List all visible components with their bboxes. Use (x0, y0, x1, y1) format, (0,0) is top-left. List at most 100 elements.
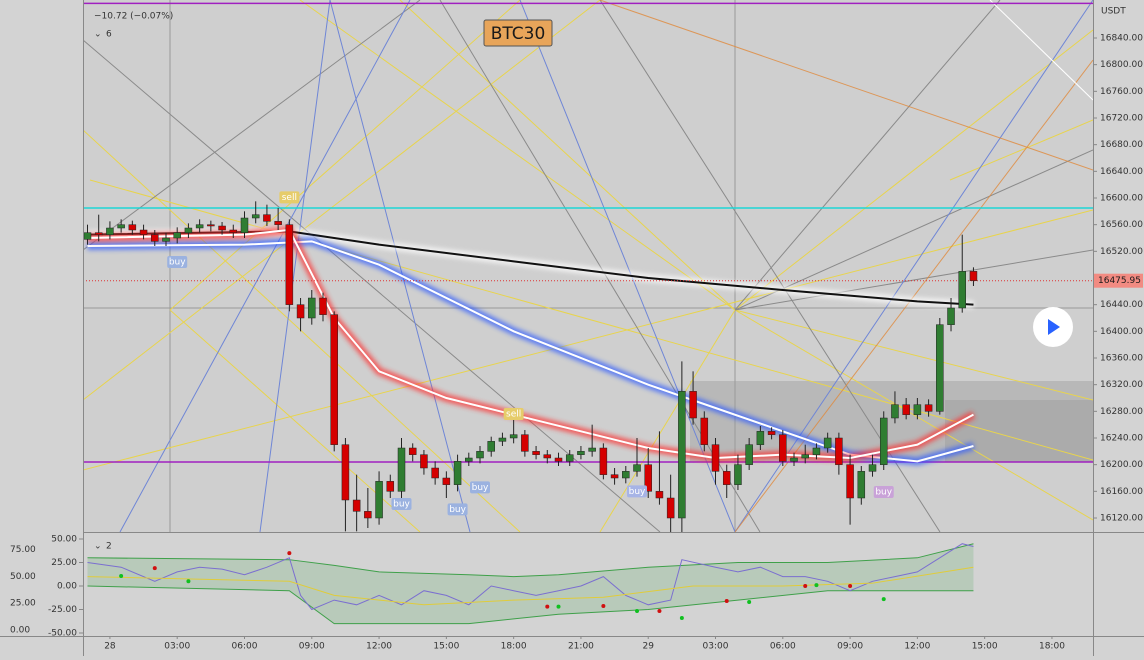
x-tick-label: 09:00 (299, 642, 325, 652)
candle-body (543, 454, 552, 459)
candle-body (958, 271, 966, 309)
candle-body (229, 229, 238, 233)
candle-body (375, 481, 383, 519)
candle-body (251, 214, 260, 219)
candle-body (184, 227, 193, 233)
candle-body (308, 297, 316, 319)
osc-signal-dot (186, 579, 191, 584)
candle-body (509, 434, 518, 439)
osc-signal-dot (119, 574, 124, 579)
y-tick-label: 16120.00 (1100, 514, 1143, 524)
signal-badge (470, 481, 491, 494)
currency-label: USDT (1101, 7, 1126, 17)
osc-y2-tick-label: 0.00 (10, 626, 30, 636)
candle-body (240, 217, 249, 233)
osc-signal-dot (152, 566, 157, 571)
chevron[interactable]: ⌄ (94, 542, 102, 552)
y-tick-label: 16600.00 (1100, 194, 1143, 204)
candle-body (207, 224, 215, 227)
osc-line (87, 566, 974, 606)
y-tick-label: 16280.00 (1100, 407, 1143, 417)
osc-signal-dot (545, 604, 550, 609)
shaded-zone (945, 400, 1093, 462)
candle-body (408, 447, 417, 455)
candle-body (173, 232, 181, 239)
candle-body (745, 444, 753, 465)
osc-tick-label: -25.00 (48, 605, 77, 615)
candle-body (644, 464, 652, 492)
moving-average (87, 230, 974, 306)
candle-body (397, 447, 406, 492)
main-layer: buy sell buy buy buy sell buy buy (83, 2, 1093, 532)
chevron[interactable]: ⌄ (94, 30, 102, 40)
osc-tick-label: -50.00 (48, 628, 77, 638)
symbol-title: BTC30 (491, 24, 546, 44)
signal-label: buy (393, 500, 410, 510)
fan-line (83, 0, 1093, 532)
last-price-label: 16475.95 (1098, 276, 1141, 286)
candle-body (678, 391, 686, 519)
candle-body (296, 304, 305, 319)
candle-body (599, 447, 608, 475)
candle-body (891, 404, 899, 419)
osc-signal-dot (556, 604, 561, 609)
candle-body (565, 454, 574, 462)
candle-body (801, 454, 809, 459)
candle-body (139, 229, 148, 235)
candle-body (285, 224, 294, 305)
osc-signal-dot (635, 609, 640, 614)
candle-body (106, 227, 114, 235)
fan-line (119, 0, 1093, 532)
x-tick-label: 18:00 (1039, 642, 1065, 652)
signal-label: buy (449, 505, 466, 515)
play-icon (1048, 319, 1060, 335)
signal-label: buy (472, 483, 489, 493)
candle-body (195, 224, 204, 229)
candle-body (868, 464, 877, 472)
candle-body (969, 271, 978, 281)
axis-layer: 16120.00 16160.00 16200.00 16240.00 16280.00… (10, 34, 1143, 652)
indicator-count[interactable]: 2 (106, 542, 112, 552)
candle-body (902, 404, 910, 415)
osc-band-upper (87, 543, 974, 578)
candle-body (722, 471, 731, 485)
osc-layer (87, 543, 974, 625)
osc-band-lower (87, 585, 974, 625)
y-tick-label: 16160.00 (1100, 487, 1143, 497)
candle-body (263, 214, 271, 222)
indicator-count[interactable]: 6 (106, 30, 112, 40)
candle-body (128, 224, 137, 231)
candle-body (700, 417, 709, 445)
y-tick-label: 16680.00 (1100, 140, 1143, 150)
signal-badge (167, 256, 188, 268)
candle-body (734, 464, 742, 485)
candle-body (476, 451, 484, 459)
osc-signal-dot (601, 604, 606, 609)
y-tick-label: 16800.00 (1100, 60, 1143, 70)
osc-signal-dot (724, 599, 729, 604)
candle-body (588, 447, 596, 452)
candle-body (846, 464, 854, 499)
osc-signal-dot (287, 551, 292, 556)
candle-body (330, 314, 338, 445)
signal-badge (279, 191, 300, 204)
y-tick-label: 16240.00 (1100, 434, 1143, 444)
x-tick-label: 18:00 (501, 642, 527, 652)
y-tick-label: 16400.00 (1100, 327, 1143, 337)
candle-body (577, 451, 585, 455)
candle-body (622, 471, 630, 479)
x-tick-label: 03:00 (703, 642, 729, 652)
candle-body (465, 457, 473, 462)
candle-body (94, 232, 103, 235)
candle-body (857, 471, 866, 499)
fan-line (989, 0, 1093, 101)
candle-body (532, 451, 540, 455)
candle-body (924, 404, 933, 412)
candle-body (162, 237, 170, 242)
x-tick-label: 03:00 (164, 642, 190, 652)
candle-body (554, 457, 563, 462)
x-tick-label: 06:00 (770, 642, 796, 652)
candle-body (767, 431, 776, 435)
candle-body (274, 221, 282, 225)
candle-body (913, 404, 922, 415)
